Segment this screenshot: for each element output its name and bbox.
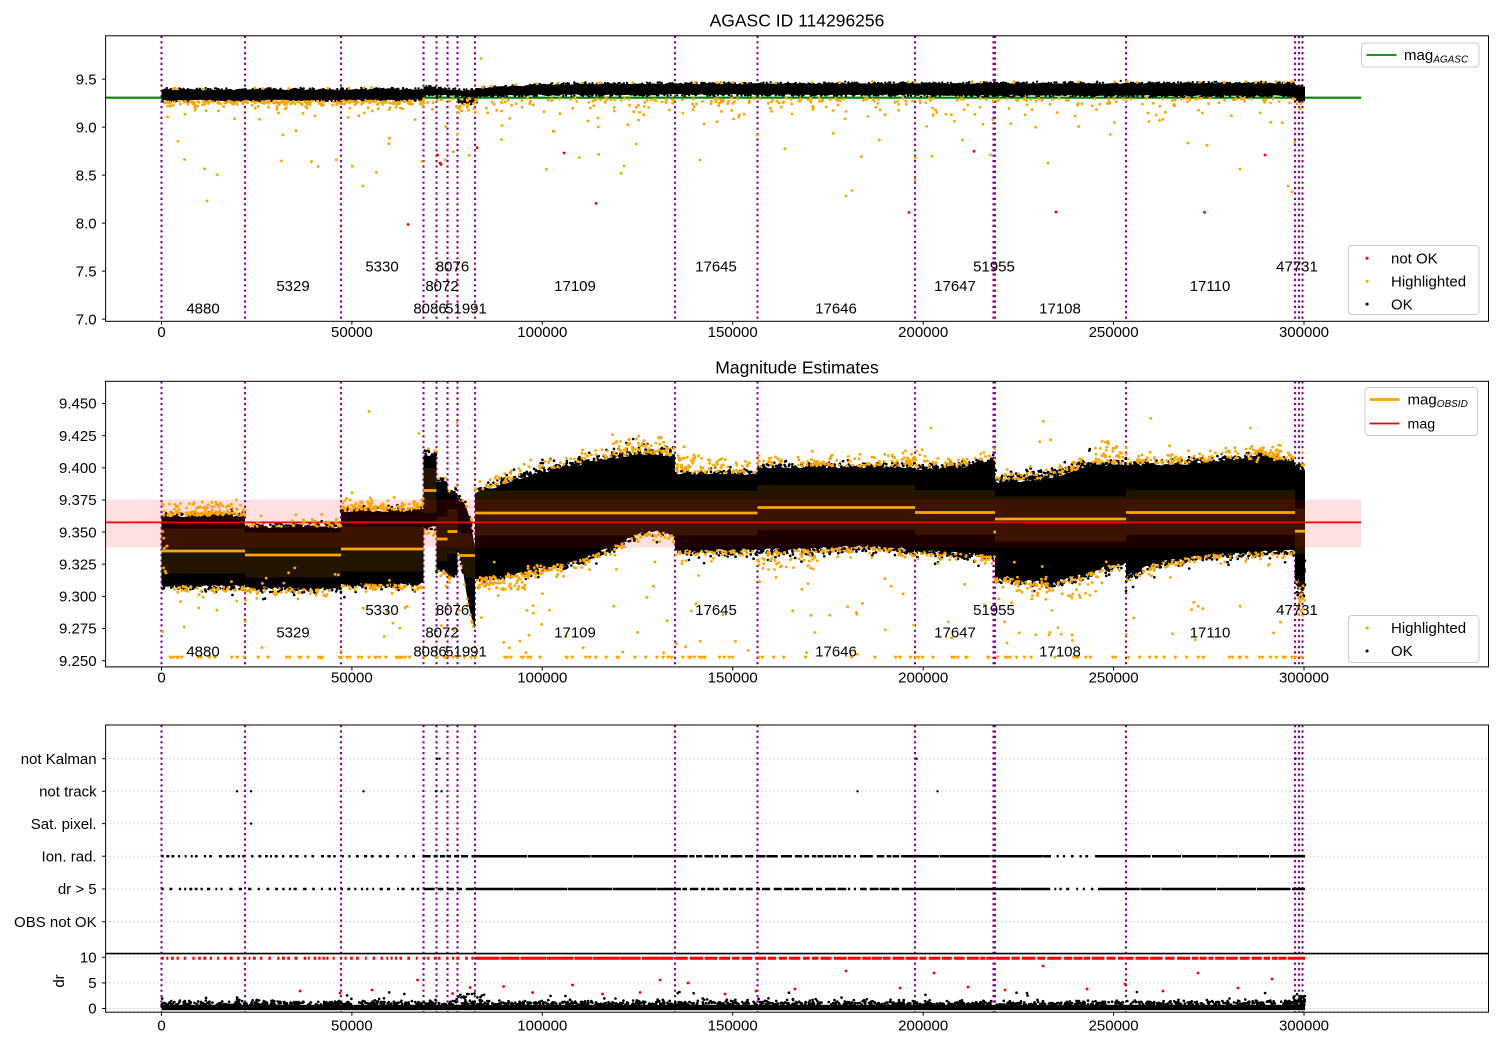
svg-text:mag: mag xyxy=(1408,416,1436,432)
svg-text:51991: 51991 xyxy=(445,301,487,318)
svg-text:OK: OK xyxy=(1391,296,1413,313)
svg-text:51955: 51955 xyxy=(973,259,1015,276)
svg-text:Highlighted: Highlighted xyxy=(1391,273,1466,290)
svg-text:8076: 8076 xyxy=(436,259,469,276)
svg-text:17109: 17109 xyxy=(554,278,596,295)
svg-text:not Kalman: not Kalman xyxy=(21,751,97,768)
svg-text:300000: 300000 xyxy=(1279,324,1329,341)
svg-text:4880: 4880 xyxy=(186,644,219,661)
svg-text:not OK: not OK xyxy=(1391,251,1438,268)
svg-text:150000: 150000 xyxy=(708,669,758,686)
svg-text:4880: 4880 xyxy=(186,301,219,318)
svg-text:100000: 100000 xyxy=(517,1017,567,1034)
svg-text:47731: 47731 xyxy=(1276,259,1318,276)
svg-text:17108: 17108 xyxy=(1039,301,1081,318)
svg-text:0: 0 xyxy=(157,1017,165,1034)
svg-text:8076: 8076 xyxy=(436,602,469,619)
svg-text:17645: 17645 xyxy=(695,259,737,276)
svg-text:17646: 17646 xyxy=(815,301,857,318)
svg-text:150000: 150000 xyxy=(708,324,758,341)
svg-text:8.5: 8.5 xyxy=(76,167,97,184)
svg-text:17110: 17110 xyxy=(1190,278,1231,295)
svg-text:9.250: 9.250 xyxy=(59,653,97,670)
svg-text:17110: 17110 xyxy=(1190,625,1231,642)
svg-text:17647: 17647 xyxy=(934,278,976,295)
svg-text:dr > 5: dr > 5 xyxy=(58,881,97,898)
svg-text:OK: OK xyxy=(1391,643,1413,660)
svg-text:200000: 200000 xyxy=(898,324,948,341)
svg-text:5330: 5330 xyxy=(365,602,398,619)
svg-text:5330: 5330 xyxy=(365,259,398,276)
svg-text:dr: dr xyxy=(51,974,68,987)
svg-text:AGASC ID 114296256: AGASC ID 114296256 xyxy=(710,11,885,31)
svg-text:100000: 100000 xyxy=(517,669,567,686)
svg-text:9.425: 9.425 xyxy=(59,428,97,445)
svg-text:5: 5 xyxy=(88,975,96,992)
svg-text:Highlighted: Highlighted xyxy=(1391,620,1466,637)
svg-text:17645: 17645 xyxy=(695,602,737,619)
svg-text:7.0: 7.0 xyxy=(76,311,97,328)
svg-text:51955: 51955 xyxy=(973,602,1015,619)
svg-text:250000: 250000 xyxy=(1089,1017,1139,1034)
svg-text:50000: 50000 xyxy=(331,669,373,686)
svg-text:8.0: 8.0 xyxy=(76,215,97,232)
svg-text:0: 0 xyxy=(157,324,165,341)
svg-text:9.300: 9.300 xyxy=(59,589,97,606)
svg-text:17646: 17646 xyxy=(815,644,857,661)
svg-text:Sat. pixel.: Sat. pixel. xyxy=(31,816,97,833)
svg-text:9.275: 9.275 xyxy=(59,621,97,638)
svg-text:17647: 17647 xyxy=(934,625,976,642)
svg-text:7.5: 7.5 xyxy=(76,263,97,280)
svg-text:9.325: 9.325 xyxy=(59,556,97,573)
svg-text:50000: 50000 xyxy=(331,324,373,341)
svg-text:10: 10 xyxy=(80,950,97,967)
svg-text:Ion. rad.: Ion. rad. xyxy=(42,848,97,865)
svg-text:17109: 17109 xyxy=(554,625,596,642)
svg-text:Magnitude Estimates: Magnitude Estimates xyxy=(715,357,879,377)
svg-text:100000: 100000 xyxy=(517,324,567,341)
svg-text:OBS not OK: OBS not OK xyxy=(14,914,97,931)
svg-text:9.0: 9.0 xyxy=(76,119,97,136)
svg-text:5329: 5329 xyxy=(276,278,309,295)
svg-text:51991: 51991 xyxy=(445,644,487,661)
svg-text:9.350: 9.350 xyxy=(59,524,97,541)
svg-text:150000: 150000 xyxy=(708,1017,758,1034)
svg-text:47731: 47731 xyxy=(1276,602,1318,619)
svg-text:9.450: 9.450 xyxy=(59,396,97,413)
svg-text:8086: 8086 xyxy=(413,301,446,318)
svg-text:250000: 250000 xyxy=(1089,324,1139,341)
svg-text:0: 0 xyxy=(157,669,165,686)
svg-text:9.400: 9.400 xyxy=(59,460,97,477)
svg-text:300000: 300000 xyxy=(1279,669,1329,686)
svg-text:0: 0 xyxy=(88,1001,96,1018)
svg-text:8086: 8086 xyxy=(413,644,446,661)
svg-text:200000: 200000 xyxy=(898,669,948,686)
svg-text:9.5: 9.5 xyxy=(76,71,97,88)
svg-text:17108: 17108 xyxy=(1039,644,1081,661)
svg-text:250000: 250000 xyxy=(1089,669,1139,686)
svg-text:8072: 8072 xyxy=(425,625,458,642)
svg-text:8072: 8072 xyxy=(425,278,458,295)
svg-text:5329: 5329 xyxy=(276,625,309,642)
svg-text:200000: 200000 xyxy=(898,1017,948,1034)
svg-text:300000: 300000 xyxy=(1279,1017,1329,1034)
svg-text:not track: not track xyxy=(39,784,97,801)
svg-text:50000: 50000 xyxy=(331,1017,373,1034)
svg-text:9.375: 9.375 xyxy=(59,492,97,509)
